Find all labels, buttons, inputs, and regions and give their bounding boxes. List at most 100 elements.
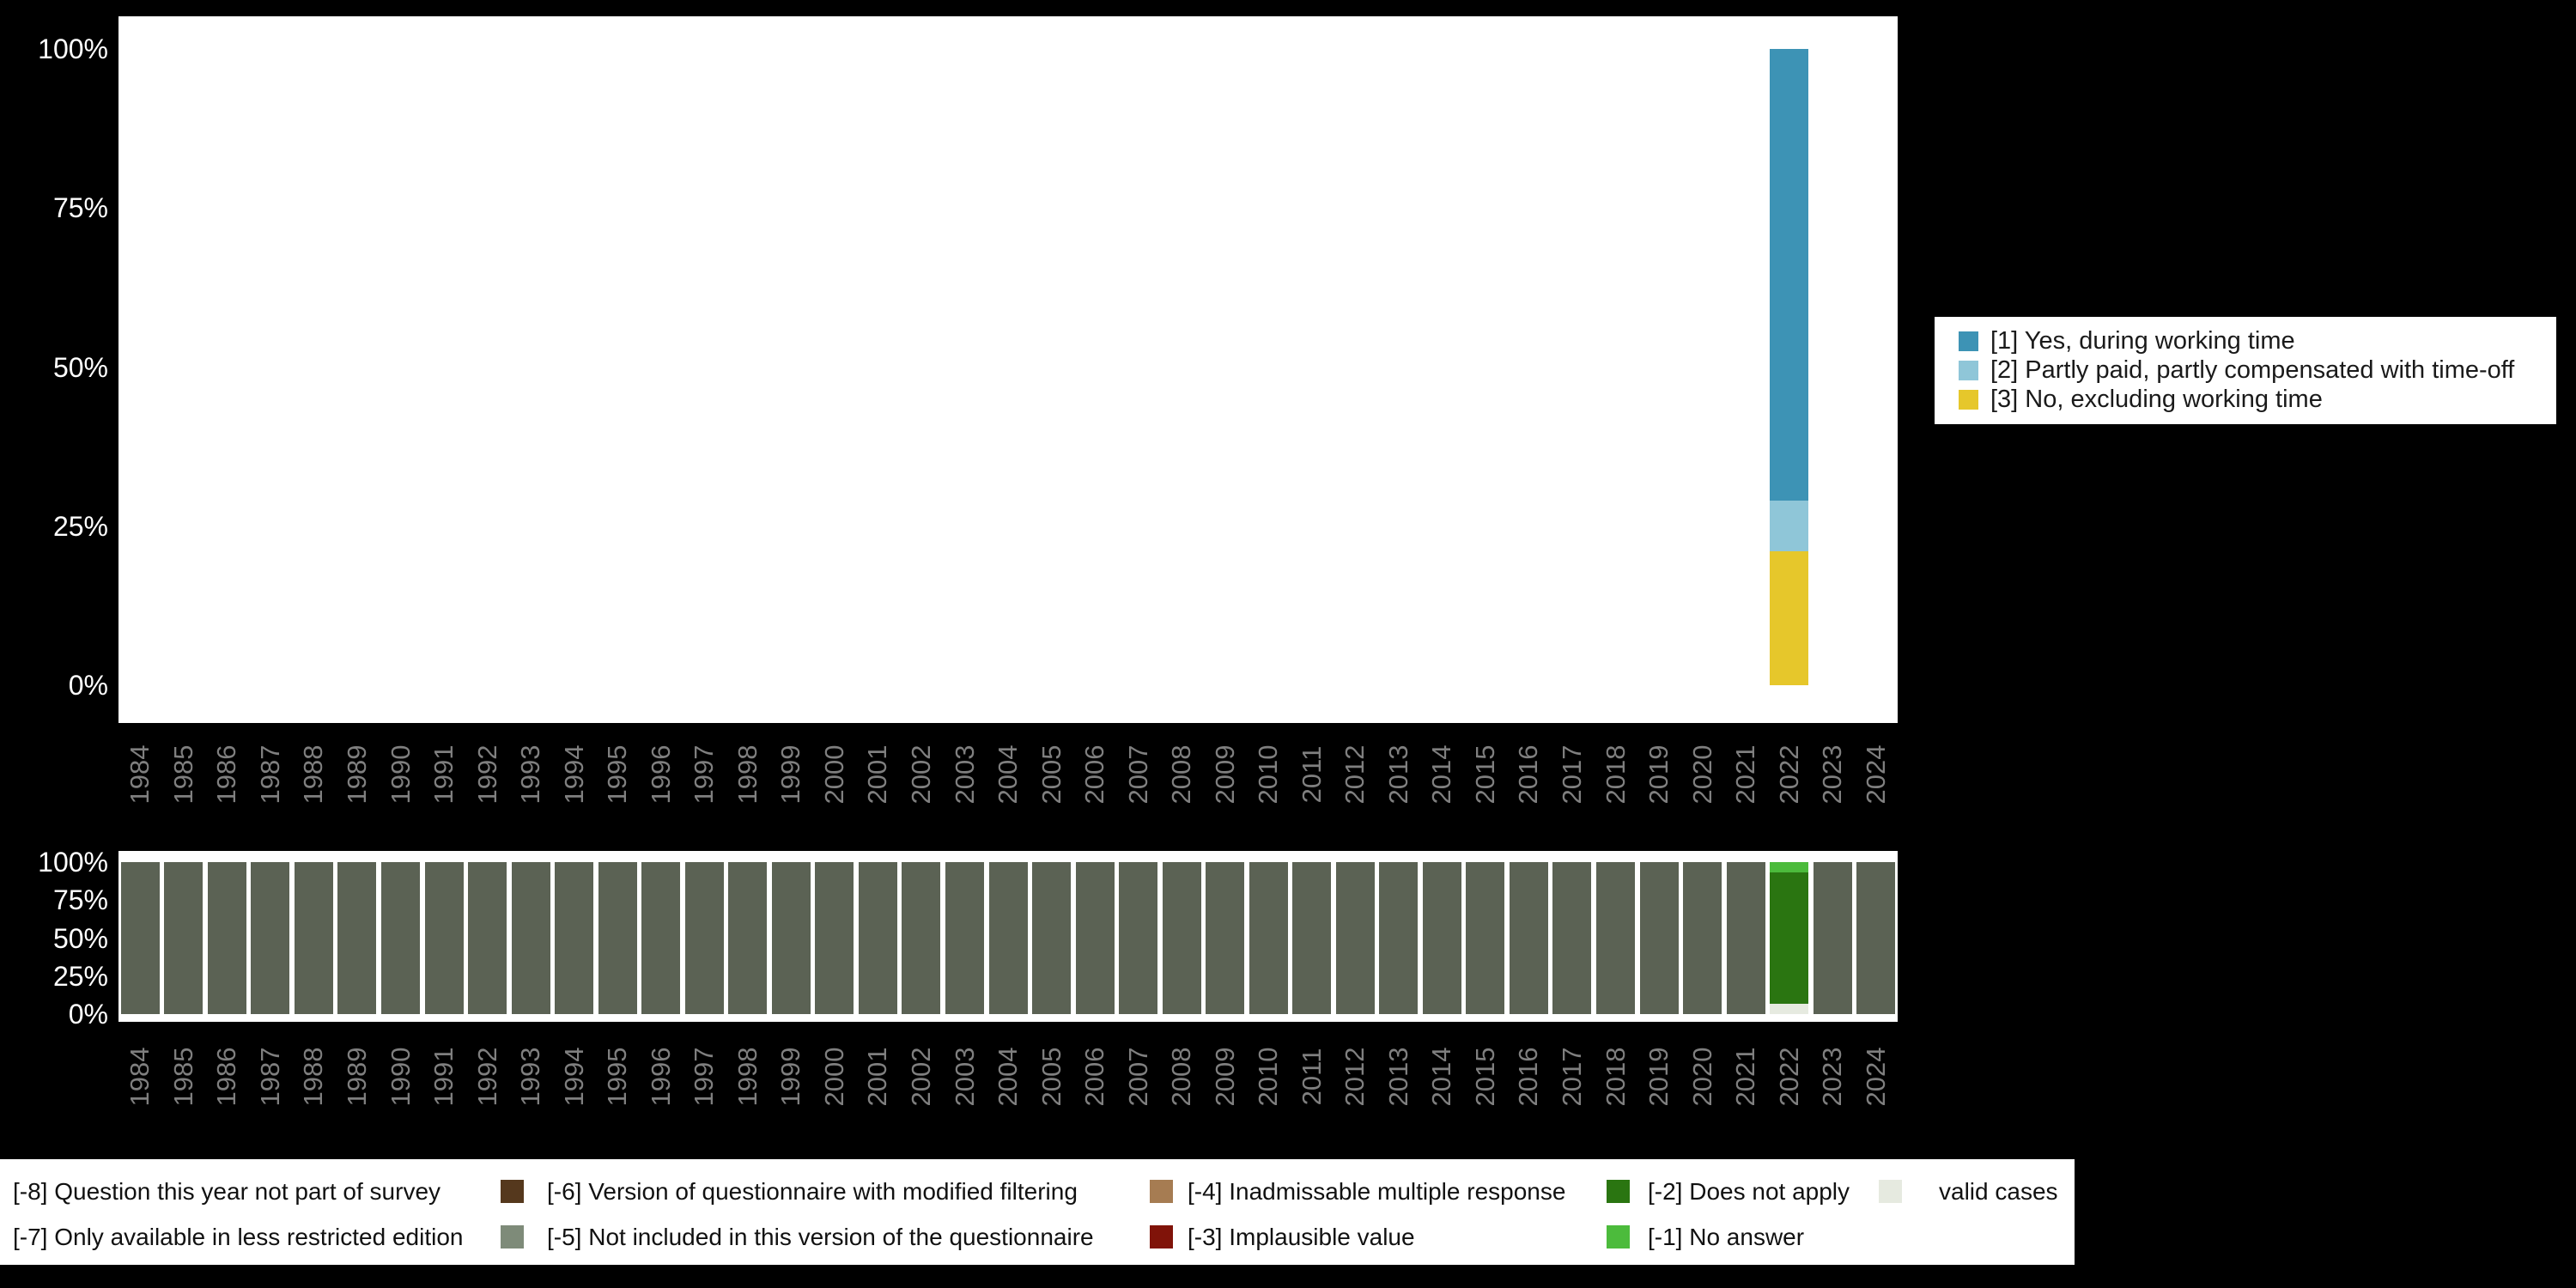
bar-segment[interactable] — [1639, 862, 1679, 1014]
bar-segment[interactable] — [1422, 862, 1461, 1014]
x-axis-year-label: 2018 — [1600, 744, 1631, 805]
bar-segment[interactable] — [684, 862, 724, 1014]
bar-segment[interactable] — [1032, 862, 1072, 1014]
y-axis-tick-label: 75% — [52, 192, 108, 223]
bar-segment[interactable] — [902, 862, 941, 1014]
x-axis-year-label: 2015 — [1469, 1047, 1500, 1107]
bar-segment[interactable] — [945, 862, 984, 1014]
bar-segment[interactable] — [1249, 862, 1288, 1014]
bar-segment[interactable] — [728, 862, 768, 1014]
bar-segment[interactable] — [1379, 862, 1419, 1014]
bar-segment[interactable] — [1075, 862, 1115, 1014]
bar-segment[interactable] — [1292, 862, 1332, 1014]
x-axis-year-label: 2007 — [1122, 744, 1153, 805]
bar-segment[interactable] — [511, 862, 550, 1014]
x-axis-year-label: 1990 — [385, 744, 416, 805]
x-axis-year-label: 1984 — [125, 744, 155, 805]
bar-segment[interactable] — [1770, 872, 1809, 1004]
x-axis-year-label: 1999 — [775, 1047, 806, 1107]
bar-segment[interactable] — [1162, 862, 1201, 1014]
legend-label: [2] Partly paid, partly compensated with… — [1990, 356, 2515, 384]
x-axis-year-label: 1987 — [254, 744, 285, 805]
x-axis-year-label: 1988 — [298, 744, 329, 805]
bar-segment[interactable] — [641, 862, 681, 1014]
x-axis-year-label: 2001 — [862, 744, 893, 805]
x-axis-year-label: 1993 — [515, 744, 546, 805]
bar-segment[interactable] — [771, 862, 811, 1014]
bar-segment[interactable] — [598, 862, 637, 1014]
legend-swatch — [501, 1180, 524, 1203]
bar-segment[interactable] — [988, 862, 1028, 1014]
x-axis-year-label: 2023 — [1817, 1047, 1848, 1107]
x-axis-year-label: 1992 — [471, 744, 502, 805]
bar-segment[interactable] — [1856, 862, 1896, 1014]
bar-segment[interactable] — [1206, 862, 1245, 1014]
bar-segment[interactable] — [1770, 1003, 1809, 1014]
x-axis-year-label: 2005 — [1036, 1047, 1066, 1107]
x-axis-year-label: 1999 — [775, 744, 806, 805]
legend-label: valid cases — [1939, 1178, 2058, 1205]
bottom-chart-panel — [118, 851, 1898, 1022]
bar-segment[interactable] — [1119, 862, 1158, 1014]
bar-segment[interactable] — [1509, 862, 1548, 1014]
legend-swatch — [501, 1225, 524, 1249]
bar-segment[interactable] — [1596, 862, 1635, 1014]
y-axis-tick-label: 0% — [68, 670, 108, 701]
bar-segment[interactable] — [1813, 862, 1852, 1014]
y-axis-tick-label: 75% — [52, 884, 108, 915]
legend-item: [2] Partly paid, partly compensated with… — [1959, 356, 2556, 386]
bar-segment[interactable] — [164, 862, 204, 1014]
x-axis-year-label: 2023 — [1817, 744, 1848, 805]
legend-item: [3] No, excluding working time — [1959, 386, 2556, 415]
bar-segment[interactable] — [1770, 49, 1809, 501]
x-axis-year-label: 2017 — [1557, 1047, 1587, 1107]
x-axis-year-label: 2013 — [1382, 744, 1413, 805]
legend-label: [-4] Inadmissable multiple response — [1188, 1178, 1566, 1205]
x-axis-year-label: 2016 — [1513, 1047, 1544, 1107]
x-axis-year-label: 2020 — [1686, 1047, 1717, 1107]
legend-label: [-6] Version of questionnaire with modif… — [547, 1178, 1078, 1205]
x-axis-year-label: 1994 — [558, 1047, 589, 1107]
legend-label: [3] No, excluding working time — [1990, 386, 2323, 413]
x-axis-year-label: 2012 — [1340, 1047, 1370, 1107]
bar-segment[interactable] — [424, 862, 464, 1014]
bar-segment[interactable] — [555, 862, 594, 1014]
x-axis-year-label: 2000 — [818, 744, 849, 805]
x-axis-year-label: 1998 — [732, 744, 762, 805]
x-axis-year-label: 2020 — [1686, 744, 1717, 805]
bar-segment[interactable] — [207, 862, 246, 1014]
legend-swatch — [1607, 1180, 1630, 1203]
y-axis-tick-label: 50% — [52, 923, 108, 954]
bar-segment[interactable] — [1770, 862, 1809, 873]
bar-segment[interactable] — [815, 862, 854, 1014]
bar-segment[interactable] — [1683, 862, 1722, 1014]
bar-segment[interactable] — [337, 862, 377, 1014]
bar-segment[interactable] — [380, 862, 420, 1014]
bar-segment[interactable] — [294, 862, 333, 1014]
bar-segment[interactable] — [858, 862, 897, 1014]
legend-label: [1] Yes, during working time — [1990, 327, 2295, 355]
x-axis-year-label: 1996 — [645, 1047, 676, 1107]
x-axis-year-label: 1984 — [125, 1047, 155, 1107]
bar-segment[interactable] — [251, 862, 290, 1014]
x-axis-year-label: 1991 — [428, 744, 459, 805]
bar-segment[interactable] — [120, 862, 160, 1014]
x-axis-year-label: 1986 — [211, 1047, 242, 1107]
legend-label: [-1] No answer — [1648, 1224, 1805, 1250]
x-axis-year-label: 2007 — [1122, 1047, 1153, 1107]
bar-segment[interactable] — [1726, 862, 1765, 1014]
y-axis-tick-label: 25% — [52, 961, 108, 992]
bar-segment[interactable] — [1552, 862, 1592, 1014]
x-axis-year-label: 1991 — [428, 1047, 459, 1107]
bar-segment[interactable] — [1335, 862, 1375, 1014]
x-axis-year-label: 2011 — [1296, 1048, 1327, 1106]
bar-segment[interactable] — [1466, 862, 1505, 1014]
x-axis-year-label: 2014 — [1426, 1047, 1457, 1107]
legend-swatch — [1150, 1180, 1173, 1203]
x-axis-year-label: 1987 — [254, 1047, 285, 1107]
x-axis-year-label: 1994 — [558, 744, 589, 805]
bar-segment[interactable] — [468, 862, 507, 1014]
bar-segment[interactable] — [1770, 501, 1809, 552]
bar-segment[interactable] — [1770, 551, 1809, 685]
x-axis-year-label: 1995 — [602, 744, 633, 805]
